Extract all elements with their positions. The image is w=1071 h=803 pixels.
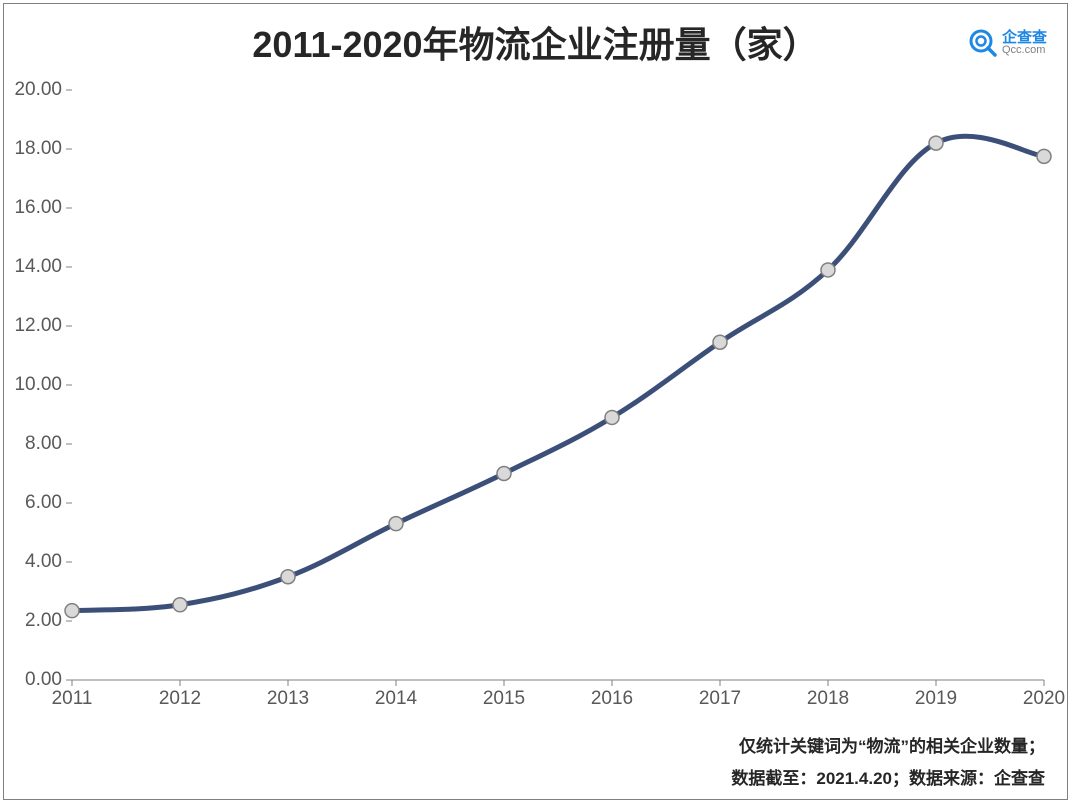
x-tick-label: 2016 [591, 688, 633, 710]
x-tick-label: 2015 [483, 688, 525, 710]
x-tick-label: 2014 [375, 688, 417, 710]
x-tick-label: 2020 [1023, 688, 1065, 710]
logo-brand-text: 企查查 [1002, 30, 1047, 45]
footnote-line-2: 数据截至：2021.4.20；数据来源：企查查 [731, 764, 1045, 789]
data-marker [389, 517, 403, 531]
y-tick-label: 20.00 [14, 79, 62, 101]
y-tick-label: 10.00 [14, 374, 62, 396]
data-marker [1037, 149, 1051, 163]
y-tick-label: 6.00 [25, 492, 62, 514]
data-marker [65, 604, 79, 618]
x-tick-label: 2017 [699, 688, 741, 710]
x-tick-label: 2013 [267, 688, 309, 710]
y-tick-label: 14.00 [14, 256, 62, 278]
x-tick-label: 2012 [159, 688, 201, 710]
data-marker [173, 598, 187, 612]
data-marker [713, 335, 727, 349]
data-marker [497, 467, 511, 481]
y-tick-label: 16.00 [14, 197, 62, 219]
y-tick-label: 12.00 [14, 315, 62, 337]
y-tick-label: 8.00 [25, 433, 62, 455]
x-tick-label: 2019 [915, 688, 957, 710]
chart-title: 2011-2020年物流企业注册量（家） [252, 16, 818, 68]
data-line [72, 136, 1044, 610]
y-tick-label: 4.00 [25, 551, 62, 573]
logo-icon [968, 28, 998, 58]
logo-domain-text: Qcc.com [1002, 45, 1047, 56]
data-marker [821, 263, 835, 277]
y-tick-label: 18.00 [14, 138, 62, 160]
data-marker [281, 570, 295, 584]
brand-logo: 企查查 Qcc.com [968, 28, 1047, 58]
x-tick-label: 2018 [807, 688, 849, 710]
title-area: 2011-2020年物流企业注册量（家） [0, 16, 1071, 68]
y-tick-label: 2.00 [25, 610, 62, 632]
footnote-line-1: 仅统计关键词为“物流”的相关企业数量； [739, 732, 1045, 757]
chart-svg [72, 90, 1044, 680]
data-marker [605, 410, 619, 424]
x-tick-label: 2011 [52, 688, 93, 710]
data-marker [929, 136, 943, 150]
chart-plot [72, 90, 1044, 680]
